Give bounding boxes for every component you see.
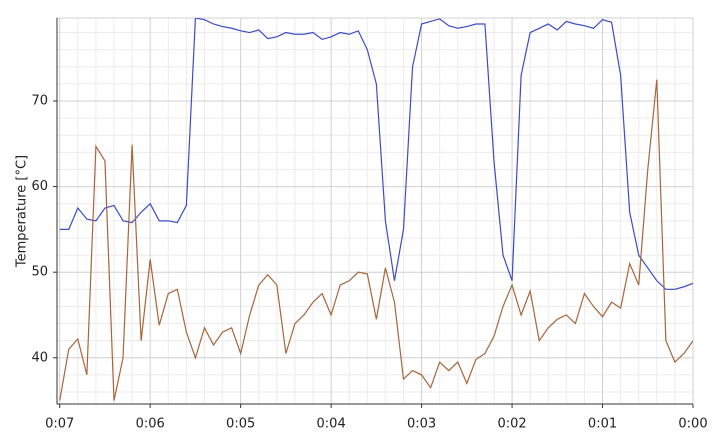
- x-tick-label: 0:05: [226, 417, 255, 432]
- x-tick-label: 0:01: [588, 417, 617, 432]
- y-tick-label: 50: [31, 265, 48, 280]
- x-tick-label: 0:00: [678, 417, 707, 432]
- y-axis-label: Temperature [°C]: [15, 155, 30, 268]
- series-line: [59, 18, 693, 290]
- series-line: [59, 79, 693, 401]
- x-tick-label: 0:04: [317, 417, 346, 432]
- plot-frame: [56, 17, 694, 405]
- x-tick-label: 0:07: [45, 417, 74, 432]
- y-tick-label: 70: [31, 94, 48, 109]
- x-tick-label: 0:03: [407, 417, 436, 432]
- y-tick-label: 40: [31, 350, 48, 365]
- x-tick-label: 0:02: [497, 417, 526, 432]
- x-tick-label: 0:06: [136, 417, 165, 432]
- y-tick-label: 60: [31, 179, 48, 194]
